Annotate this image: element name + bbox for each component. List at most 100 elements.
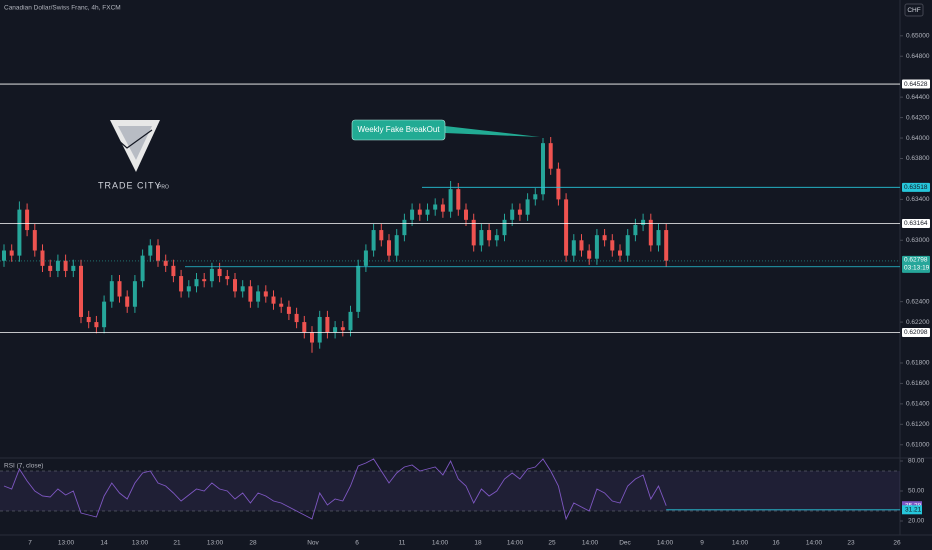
candle-body xyxy=(286,306,291,314)
rsi-ma-box xyxy=(902,505,922,515)
last-price-label: 0.62798 xyxy=(904,257,928,264)
candle-body xyxy=(587,250,592,259)
candle-body xyxy=(479,230,484,246)
candle-body xyxy=(625,235,630,256)
annotation-box xyxy=(351,119,446,141)
watermark-suffix: PRO xyxy=(158,184,169,190)
y-tick-label: 0.61600 xyxy=(906,380,930,387)
candle-body xyxy=(656,230,661,246)
y-tick-label: 0.62400 xyxy=(906,298,930,305)
candle-body xyxy=(186,286,191,292)
candle-body xyxy=(564,199,569,256)
price-label: 0.63164 xyxy=(904,220,928,227)
x-tick-label: 14:00 xyxy=(806,540,823,547)
x-tick-label: Nov xyxy=(307,540,319,547)
candle-body xyxy=(556,168,561,200)
y-tick-label: 0.65000 xyxy=(906,33,930,40)
watermark: TRADE CITY xyxy=(98,180,162,190)
x-tick-label: 14:00 xyxy=(507,540,524,547)
y-tick-label: 0.61000 xyxy=(906,441,930,448)
candle-body xyxy=(610,240,615,251)
candle-body xyxy=(325,316,330,333)
logo-shape xyxy=(117,129,153,149)
last-price-box xyxy=(902,255,930,273)
x-tick-label: 9 xyxy=(700,540,704,547)
candle-body xyxy=(71,265,76,271)
candle-body xyxy=(248,286,253,302)
candle-body xyxy=(571,240,576,256)
candle-body xyxy=(533,194,538,200)
candle-body xyxy=(294,313,299,323)
candle-body xyxy=(602,235,607,241)
candle-body xyxy=(348,311,353,331)
rsi-tick-label: 50.00 xyxy=(908,488,925,495)
y-tick-label: 0.64800 xyxy=(906,53,930,60)
x-tick-label: 6 xyxy=(355,540,359,547)
candle-body xyxy=(340,327,345,331)
y-tick-label: 0.61400 xyxy=(906,401,930,408)
logo-shape xyxy=(118,126,152,160)
x-tick-label: 16 xyxy=(772,540,780,547)
y-tick-label: 0.62200 xyxy=(906,319,930,326)
x-tick-label: 14:00 xyxy=(582,540,599,547)
candle-body xyxy=(233,279,237,292)
y-tick-label: 0.64200 xyxy=(906,114,930,121)
currency: CHF xyxy=(907,7,920,14)
candle-body xyxy=(448,189,453,212)
candle-body xyxy=(425,209,430,215)
candle-body xyxy=(394,235,399,256)
rsi-title: RSI (7, close) xyxy=(4,463,43,470)
candle-body xyxy=(102,301,107,328)
y-tick-label: 0.64000 xyxy=(906,135,930,142)
y-tick-label: 0.63800 xyxy=(906,155,930,162)
x-tick-label: 11 xyxy=(399,540,406,547)
x-tick-label: 14 xyxy=(100,540,108,547)
currency-box[interactable] xyxy=(904,3,924,17)
y-tick-label: 0.63000 xyxy=(906,237,930,244)
candle-body xyxy=(648,219,653,246)
candle-body xyxy=(256,291,261,302)
candle-body xyxy=(356,265,361,312)
annotation-pointer xyxy=(445,126,540,137)
candle-body xyxy=(387,240,391,256)
rsi-ma-label: 31.21 xyxy=(905,507,922,514)
candle-body xyxy=(9,250,14,256)
candle-body xyxy=(32,230,37,251)
rsi-band xyxy=(0,471,900,511)
y-tick-label: 0.64400 xyxy=(906,94,930,101)
candle-body xyxy=(494,235,499,241)
annotation-text: Weekly Fake BreakOut xyxy=(357,125,440,134)
price-label-box xyxy=(902,79,930,89)
x-tick-label: 13:00 xyxy=(132,540,149,547)
price-label-box xyxy=(902,328,930,338)
price-label-box xyxy=(902,182,930,192)
candle-body xyxy=(217,268,222,277)
candle-body xyxy=(117,281,122,297)
candle-body xyxy=(163,260,168,266)
candle-body xyxy=(17,209,22,256)
candle-body xyxy=(594,235,599,259)
logo: TRADE CITY PRO xyxy=(98,120,169,190)
countdown: 03:13:19 xyxy=(904,265,930,272)
candle-body xyxy=(402,219,407,236)
candle-body xyxy=(55,260,60,271)
x-tick-label: 13:00 xyxy=(207,540,224,547)
candle-body xyxy=(40,250,45,266)
rsi-line xyxy=(3,458,667,521)
candle-body xyxy=(310,332,314,343)
candle-body xyxy=(156,245,160,261)
candle-body xyxy=(109,281,114,302)
candle-body xyxy=(194,279,199,287)
candle-body xyxy=(25,209,30,231)
candle-body xyxy=(209,268,214,282)
candle-body xyxy=(633,224,638,236)
candle-body xyxy=(440,204,445,212)
x-tick-label: 28 xyxy=(249,540,257,547)
candle-body xyxy=(618,250,622,256)
candle-body xyxy=(371,230,376,251)
x-tick-label: 26 xyxy=(893,540,901,547)
candle-body xyxy=(225,276,230,280)
candle-body xyxy=(148,245,153,256)
